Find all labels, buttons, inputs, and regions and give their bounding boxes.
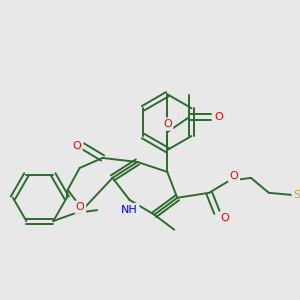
Text: O: O <box>221 213 230 223</box>
Text: O: O <box>230 171 238 181</box>
Text: O: O <box>72 141 81 151</box>
Text: O: O <box>76 202 85 212</box>
Text: O: O <box>215 112 224 122</box>
Text: NH: NH <box>121 205 138 215</box>
Text: O: O <box>163 119 172 129</box>
Text: S: S <box>293 190 300 200</box>
